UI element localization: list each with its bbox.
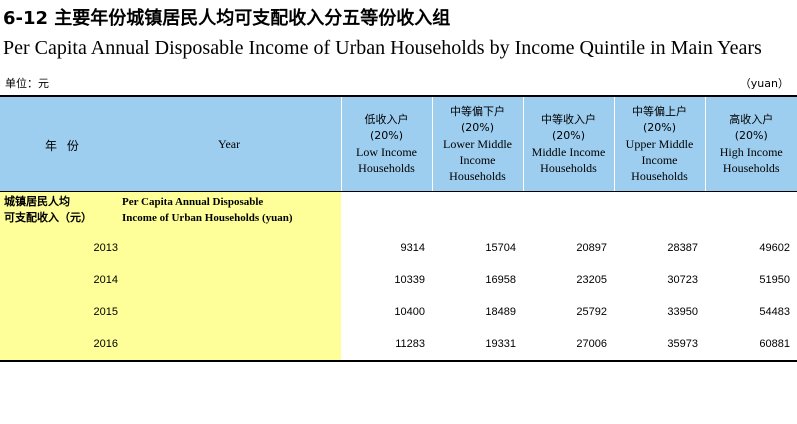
column-header-chinese: 低收入户	[364, 113, 409, 126]
unit-label: 单位：元	[5, 77, 49, 90]
group-label-chinese-line: 城镇居民人均	[4, 195, 70, 208]
year-cell: 2015	[0, 296, 341, 328]
year-cell: 2013	[0, 232, 341, 264]
year-value: 2015	[93, 306, 118, 318]
table-title-english: Per Capita Annual Disposable Income of U…	[3, 37, 762, 59]
value-cell: 54483	[759, 306, 790, 318]
column-header-upper-middle-income: 中等偏上户 (20%) Upper Middle Income Househol…	[613, 96, 705, 192]
value-cell: 10400	[394, 306, 425, 318]
group-label-chinese: 城镇居民人均 可支配收入（元）	[4, 194, 114, 226]
group-label-english-line: Income of Urban Households (yuan)	[122, 212, 293, 224]
value-cell: 16958	[485, 274, 516, 286]
value-cell: 18489	[485, 306, 516, 318]
value-cell: 9314	[400, 242, 425, 254]
table-title-chinese: 6-12 主要年份城镇居民人均可支配收入分五等份收入组	[3, 8, 451, 29]
income-quintile-table: 年 份 Year 低收入户 (20%) Low Income Household…	[0, 95, 797, 362]
empty-cell	[341, 192, 432, 233]
column-header-percent: (20%)	[734, 129, 768, 142]
value-cell: 11283	[395, 338, 425, 350]
value-cell: 30723	[667, 274, 698, 286]
value-cell: 20897	[576, 242, 607, 254]
value-cell: 23205	[576, 274, 607, 286]
column-header-chinese: 高收入户	[729, 113, 774, 126]
value-cell: 28387	[667, 242, 698, 254]
year-value: 2016	[93, 338, 118, 350]
unit-label-english: （yuan）	[739, 77, 789, 90]
empty-cell	[523, 192, 614, 233]
column-header-chinese: 中等偏上户	[632, 105, 687, 118]
column-header-percent: (20%)	[642, 121, 677, 134]
column-header-percent: (20%)	[369, 129, 404, 142]
group-label-cell: 城镇居民人均 可支配收入（元） Per Capita Annual Dispos…	[0, 191, 341, 232]
column-header-middle-income: 中等收入户 (20%) Middle Income Households	[522, 96, 614, 192]
value-cell: 49602	[759, 242, 790, 254]
value-cell: 51950	[759, 274, 790, 286]
year-header-english: Year	[218, 137, 241, 151]
column-header-lower-middle-income: 中等偏下户 (20%) Lower Middle Income Househol…	[431, 96, 523, 192]
column-header-percent: (20%)	[460, 121, 495, 134]
table-row: 2016 11283 19331 27006 35973 60881	[0, 328, 797, 361]
year-cell: 2014	[0, 264, 341, 296]
group-label-english: Per Capita Annual Disposable Income of U…	[122, 194, 337, 226]
group-label-english-line: Per Capita Annual Disposable	[122, 196, 264, 208]
table-row: 2013 9314 15704 20897 28387 49602	[0, 232, 797, 264]
empty-cell	[705, 192, 797, 233]
table-row: 2015 10400 18489 25792 33950 54483	[0, 296, 797, 328]
group-header-row: 城镇居民人均 可支配收入（元） Per Capita Annual Dispos…	[0, 191, 797, 233]
value-cell: 60881	[759, 338, 790, 350]
column-header-english: Income	[459, 153, 496, 167]
header-row: 年 份 Year 低收入户 (20%) Low Income Household…	[0, 96, 797, 192]
value-cell: 15704	[485, 242, 516, 254]
column-header-english: Households	[540, 161, 597, 175]
column-header-english: Households	[722, 161, 780, 175]
column-header-percent: (20%)	[551, 129, 586, 142]
column-header-high-income: 高收入户 (20%) High Income Households	[704, 96, 797, 192]
group-label-chinese-line: 可支配收入（元）	[4, 211, 92, 224]
empty-cell	[614, 192, 705, 233]
year-value: 2013	[93, 242, 118, 254]
column-header-english: Households	[358, 161, 415, 175]
column-header-chinese: 中等收入户	[541, 113, 596, 126]
column-header-english: Income	[641, 153, 678, 167]
column-header-english: Lower Middle	[443, 137, 512, 151]
year-column-header: 年 份 Year	[0, 96, 341, 192]
value-cell: 27006	[576, 338, 607, 350]
column-header-english: High Income	[719, 145, 783, 159]
year-value: 2014	[93, 274, 118, 286]
column-header-english: Households	[449, 169, 506, 183]
value-cell: 33950	[667, 306, 698, 318]
value-cell: 25792	[576, 306, 607, 318]
column-header-english: Middle Income	[531, 145, 606, 159]
value-cell: 19331	[485, 338, 516, 350]
value-cell: 10339	[394, 274, 425, 286]
year-cell: 2016	[0, 328, 341, 361]
table-row: 2014 10339 16958 23205 30723 51950	[0, 264, 797, 296]
column-header-english: Low Income	[356, 145, 417, 159]
column-header-english: Households	[631, 169, 688, 183]
empty-cell	[432, 192, 523, 233]
value-cell: 35973	[667, 338, 698, 350]
column-header-chinese: 中等偏下户	[450, 105, 505, 118]
column-header-english: Upper Middle	[625, 137, 694, 151]
year-header-chinese: 年 份	[45, 139, 82, 153]
column-header-low-income: 低收入户 (20%) Low Income Households	[340, 96, 432, 192]
